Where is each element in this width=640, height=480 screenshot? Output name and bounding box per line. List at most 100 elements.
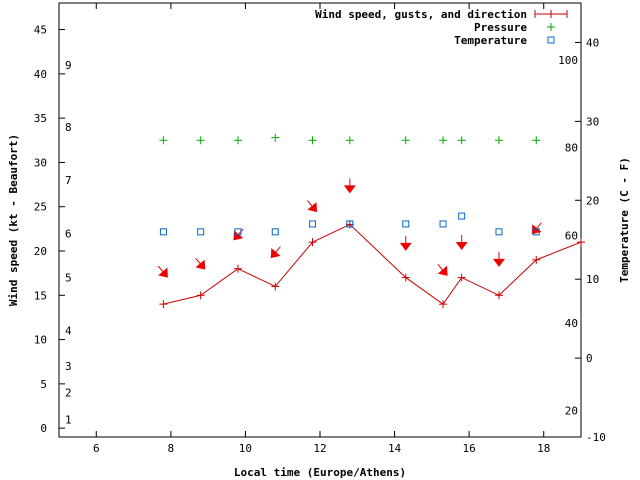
temperature-point — [532, 228, 540, 236]
arrow-head — [195, 259, 206, 270]
beaufort-label: 3 — [65, 360, 72, 373]
fahrenheit-label: 100 — [558, 54, 578, 67]
pressure-point — [494, 136, 503, 145]
pressure-point — [233, 136, 242, 145]
y-left-tick-label: 35 — [34, 112, 47, 125]
fahrenheit-label: 40 — [565, 317, 578, 330]
y-left-tick-label: 45 — [34, 24, 47, 37]
x-tick-label: 12 — [313, 442, 326, 455]
pressure-point — [308, 136, 317, 145]
wind-speed-line — [163, 223, 582, 305]
beaufort-label: 5 — [65, 272, 72, 285]
fahrenheit-label: 20 — [565, 405, 578, 418]
wind-direction-arrow — [455, 235, 468, 251]
arrow-head — [233, 230, 244, 241]
x-tick-label: 8 — [168, 442, 175, 455]
arrow-head — [270, 248, 281, 259]
pressure-point — [345, 136, 354, 145]
arrow-head — [455, 242, 468, 251]
wind-point — [308, 238, 317, 247]
y-axis-title-right: Temperature (C - F) — [618, 157, 631, 283]
arrow-head — [437, 265, 448, 276]
legend-key-wind — [534, 10, 568, 18]
temperature-point — [197, 228, 205, 236]
legend-key-temperature — [547, 36, 555, 44]
pressure-point — [457, 136, 466, 145]
y-right-tick-label: 40 — [586, 36, 599, 49]
legend-label-wind: Wind speed, gusts, and direction — [315, 8, 527, 21]
pressure-point — [439, 136, 448, 145]
temperature-point — [458, 212, 466, 220]
y-right-tick-label: 10 — [586, 273, 599, 286]
legend-key-pressure — [547, 23, 555, 31]
y-left-tick-label: 30 — [34, 156, 47, 169]
x-tick-label: 10 — [239, 442, 252, 455]
x-tick-label: 16 — [463, 442, 476, 455]
y-left-tick-label: 5 — [40, 378, 47, 391]
wind-point — [196, 291, 205, 300]
pressure-point — [159, 136, 168, 145]
y-left-tick-label: 20 — [34, 245, 47, 258]
legend: Wind speed, gusts, and direction Pressur… — [315, 8, 568, 47]
y-right-tick-label: 20 — [586, 194, 599, 207]
pressure-point — [532, 136, 541, 145]
arrow-head — [158, 267, 168, 278]
wind-direction-arrow — [492, 251, 505, 267]
beaufort-label: 8 — [65, 121, 72, 134]
arrow-head — [343, 185, 356, 194]
wind-point — [577, 238, 585, 247]
x-tick-label: 14 — [388, 442, 402, 455]
temperature-point — [271, 228, 279, 236]
legend-label-temperature: Temperature — [454, 34, 527, 47]
wind-direction-arrow — [195, 257, 206, 270]
wind-point — [233, 264, 242, 273]
y-left-tick-label: 10 — [34, 334, 47, 347]
y-left-tick-label: 0 — [40, 422, 47, 435]
y-right-tick-label: 30 — [586, 115, 599, 128]
wind-point — [401, 273, 410, 282]
y-left-tick-label: 25 — [34, 201, 47, 214]
wind-direction-arrow — [399, 235, 412, 251]
fahrenheit-label: 80 — [565, 142, 578, 155]
x-axis-title: Local time (Europe/Athens) — [234, 466, 406, 479]
temperature-point — [402, 220, 410, 228]
temperature-point — [234, 228, 242, 236]
beaufort-label: 4 — [65, 325, 72, 338]
wind-point — [532, 255, 541, 264]
pressure-point — [271, 133, 280, 142]
beaufort-label: 6 — [65, 227, 72, 240]
wind-point — [159, 300, 168, 309]
wind-point — [439, 300, 448, 309]
y-right-tick-label: 0 — [586, 352, 593, 365]
wind-direction-arrow — [437, 264, 448, 276]
wind-direction-arrow — [157, 265, 168, 278]
arrow-head — [399, 242, 412, 251]
fahrenheit-label: 60 — [565, 229, 578, 242]
beaufort-label: 9 — [65, 59, 72, 72]
y-left-tick-label: 40 — [34, 68, 47, 81]
temperature-point — [159, 228, 167, 236]
legend-label-pressure: Pressure — [474, 21, 527, 34]
wind-direction-arrow — [343, 178, 356, 194]
beaufort-label: 1 — [65, 413, 72, 426]
beaufort-label: 7 — [65, 174, 72, 187]
wind-direction-arrow — [270, 246, 281, 259]
arrow-head — [492, 258, 505, 267]
wind-point — [271, 282, 280, 291]
wind-point — [494, 291, 503, 300]
arrow-head — [307, 202, 318, 213]
temperature-point — [346, 220, 354, 228]
plot-frame — [58, 2, 582, 438]
x-tick-label: 18 — [537, 442, 550, 455]
y-right-tick-label: -10 — [586, 431, 606, 444]
wind-point — [457, 273, 466, 282]
pressure-point — [196, 136, 205, 145]
x-tick-label: 6 — [93, 442, 100, 455]
temperature-point — [439, 220, 447, 228]
temperature-point — [495, 228, 503, 236]
temperature-point — [309, 220, 317, 228]
pressure-point — [401, 136, 410, 145]
y-axis-title-left: Wind speed (kt - Beaufort) — [7, 134, 20, 306]
